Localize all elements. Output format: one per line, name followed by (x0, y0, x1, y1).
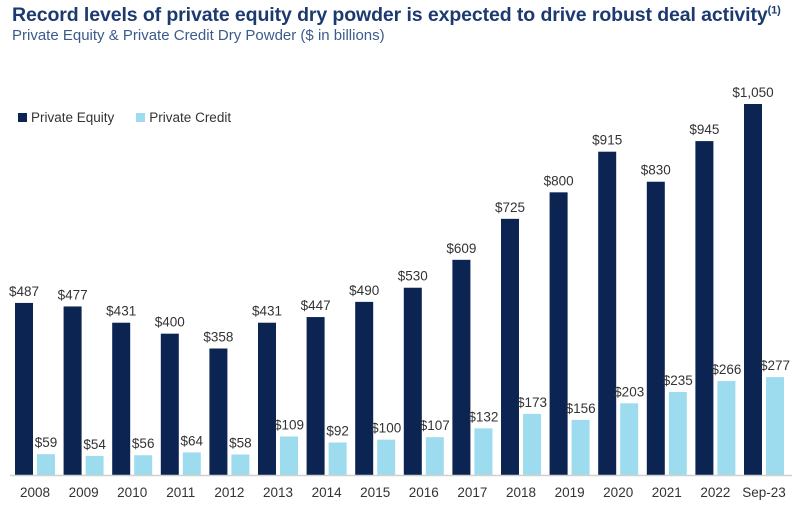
data-label-private-credit-Sep-23: $277 (760, 358, 790, 373)
legend-swatch-private-equity (18, 113, 27, 122)
data-label-private-credit-2014: $92 (326, 423, 349, 438)
x-tick-label: 2015 (360, 485, 390, 500)
data-label-private-equity-2012: $358 (203, 330, 233, 345)
bar-private-equity-2013 (258, 322, 276, 475)
x-tick-label: 2016 (409, 485, 439, 500)
bar-private-credit-2008 (37, 454, 55, 475)
data-label-private-credit-2012: $58 (229, 436, 252, 451)
x-tick-label: 2022 (700, 485, 730, 500)
data-label-private-credit-2018: $173 (517, 395, 547, 410)
x-tick-label: 2018 (506, 485, 536, 500)
bar-private-credit-2021 (668, 391, 687, 475)
bar-private-credit-2017 (474, 428, 493, 475)
data-label-private-credit-2009: $54 (83, 437, 106, 452)
bar-private-credit-2022 (717, 381, 736, 475)
data-label-private-equity-2018: $725 (495, 200, 525, 215)
bar-private-equity-2020 (598, 151, 617, 475)
bar-private-credit-2016 (425, 437, 444, 475)
bar-private-equity-2016 (403, 287, 422, 475)
legend-label: Private Equity (31, 110, 115, 125)
data-label-private-credit-2008: $59 (35, 435, 58, 450)
data-label-private-credit-2021: $235 (663, 373, 693, 388)
data-label-private-credit-2022: $266 (711, 362, 741, 377)
bar-private-credit-2019 (571, 419, 590, 475)
x-tick-label: 2010 (117, 485, 147, 500)
x-tick-label: 2009 (69, 485, 99, 500)
bar-private-credit-2009 (85, 455, 104, 475)
x-tick-label: 2012 (214, 485, 244, 500)
data-label-private-equity-2019: $800 (544, 173, 574, 188)
x-tick-label: 2014 (312, 485, 343, 500)
bar-private-credit-Sep-23 (766, 377, 784, 475)
bar-private-equity-2008 (15, 302, 33, 475)
bar-private-credit-2012 (231, 454, 250, 475)
bar-private-credit-2014 (328, 442, 347, 475)
data-label-private-credit-2016: $107 (420, 418, 450, 433)
data-label-private-credit-2019: $156 (566, 401, 596, 416)
legend-item-private-credit: Private Credit (136, 110, 231, 125)
data-label-private-equity-Sep-23: $1,050 (732, 85, 773, 100)
data-label-private-equity-2013: $431 (252, 304, 282, 319)
bar-private-credit-2018 (523, 413, 541, 475)
legend-swatch-private-credit (136, 113, 146, 122)
bar-private-equity-2009 (63, 306, 82, 475)
data-label-private-equity-2014: $447 (301, 298, 331, 313)
data-label-private-equity-2016: $530 (398, 269, 428, 284)
bar-private-equity-2019 (549, 192, 568, 476)
data-label-private-credit-2015: $100 (371, 421, 401, 436)
bar-private-credit-2015 (377, 439, 396, 475)
data-label-private-credit-2013: $109 (274, 417, 304, 432)
x-tick-label: Sep-23 (742, 485, 786, 500)
x-tick-label: 2013 (263, 485, 293, 500)
x-tick-label: 2008 (20, 485, 50, 500)
data-label-private-equity-2010: $431 (106, 304, 136, 319)
data-label-private-equity-2022: $945 (689, 122, 719, 137)
bar-private-credit-2010 (134, 455, 153, 475)
data-label-private-credit-2020: $203 (614, 384, 644, 399)
x-tick-label: 2019 (555, 485, 585, 500)
bar-private-equity-2017 (452, 259, 471, 475)
legend: Private Equity Private Credit (18, 110, 231, 125)
bar-private-equity-2014 (306, 317, 325, 475)
legend-item-private-equity: Private Equity (18, 110, 114, 125)
chart-title: Record levels of private equity dry powd… (12, 4, 781, 27)
data-label-private-equity-2011: $400 (155, 315, 185, 330)
chart-title-text: Record levels of private equity dry powd… (12, 4, 768, 26)
data-label-private-equity-2020: $915 (592, 133, 622, 148)
bar-private-credit-2013 (280, 436, 298, 475)
title-footnote-marker: (1) (767, 4, 781, 17)
bar-private-equity-2021 (646, 181, 665, 475)
x-tick-label: 2021 (652, 485, 682, 500)
bar-private-credit-2020 (620, 403, 639, 475)
bar-private-equity-2018 (501, 218, 519, 476)
chart-subtitle: Private Equity & Private Credit Dry Powd… (12, 27, 385, 44)
bar-private-equity-2012 (209, 348, 228, 475)
x-tick-label: 2020 (603, 485, 633, 500)
bar-private-equity-2022 (695, 141, 714, 475)
data-label-private-equity-2008: $487 (9, 284, 39, 299)
bar-private-equity-Sep-23 (744, 104, 762, 475)
bar-private-credit-2011 (182, 452, 201, 475)
data-label-private-credit-2010: $56 (132, 436, 155, 451)
legend-label: Private Credit (149, 110, 232, 125)
data-label-private-equity-2015: $490 (349, 283, 379, 298)
x-tick-label: 2017 (457, 485, 487, 500)
data-label-private-equity-2017: $609 (446, 241, 476, 256)
data-label-private-credit-2011: $64 (181, 433, 204, 448)
bar-private-equity-2011 (160, 333, 179, 475)
data-label-private-credit-2017: $132 (468, 409, 498, 424)
bar-private-equity-2015 (355, 301, 374, 475)
bar-private-equity-2010 (112, 322, 131, 475)
data-label-private-equity-2009: $477 (58, 287, 88, 302)
data-label-private-equity-2021: $830 (641, 163, 671, 178)
x-tick-label: 2011 (166, 485, 195, 500)
